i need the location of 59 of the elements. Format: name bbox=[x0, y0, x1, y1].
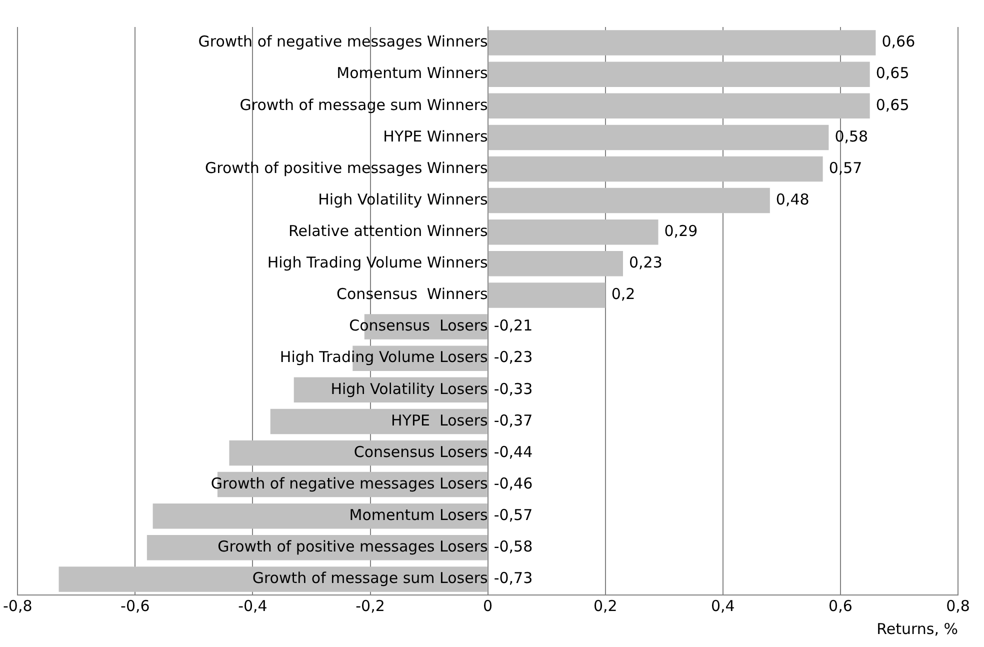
x-tick-label: 0 bbox=[483, 596, 493, 615]
data-label: 0,23 bbox=[628, 254, 662, 272]
data-label: 0,29 bbox=[664, 222, 698, 240]
data-label: 0,57 bbox=[828, 158, 862, 177]
bar bbox=[488, 156, 823, 182]
bar bbox=[229, 440, 488, 466]
bar bbox=[270, 408, 488, 434]
y-tick-label: Consensus Losers bbox=[354, 442, 488, 461]
y-tick-label: Growth of negative messages Winners bbox=[198, 32, 488, 51]
data-label: -0,46 bbox=[494, 474, 533, 492]
y-tick-label: High Volatility Losers bbox=[330, 380, 488, 398]
x-tick-label: 0,8 bbox=[946, 596, 970, 615]
y-tick-label: Relative attention Winners bbox=[288, 222, 488, 240]
y-tick-label: Consensus Losers bbox=[349, 316, 488, 335]
data-label: -0,57 bbox=[494, 506, 533, 524]
y-tick-label: HYPE Losers bbox=[391, 411, 488, 430]
y-tick-label: Consensus Winners bbox=[336, 285, 488, 304]
data-label: 0,66 bbox=[882, 32, 916, 51]
y-tick-label: Growth of positive messages Losers bbox=[218, 538, 488, 556]
data-label: -0,44 bbox=[494, 442, 533, 461]
y-tick-label: Growth of negative messages Losers bbox=[210, 474, 488, 492]
data-label: -0,33 bbox=[494, 380, 533, 398]
y-tick-label: Growth of message sum Winners bbox=[240, 96, 488, 114]
x-tick-label: 0,6 bbox=[828, 596, 852, 615]
y-tick-label: High Volatility Winners bbox=[318, 190, 488, 208]
bar bbox=[152, 503, 488, 529]
x-axis-title: Returns, % bbox=[876, 620, 958, 638]
data-label: 0,48 bbox=[776, 190, 810, 208]
data-label: -0,58 bbox=[494, 538, 533, 556]
data-label: -0,21 bbox=[494, 316, 533, 335]
x-tick-label: -0,2 bbox=[356, 596, 385, 615]
data-label: 0,2 bbox=[611, 285, 636, 304]
y-tick-label: Momentum Winners bbox=[336, 64, 488, 82]
y-tick-label: High Trading Volume Losers bbox=[280, 348, 488, 366]
y-tick-label: HYPE Winners bbox=[383, 127, 488, 146]
x-tick-label: -0,6 bbox=[120, 596, 150, 615]
bar bbox=[488, 188, 770, 214]
y-tick-label: Growth of positive messages Winners bbox=[205, 158, 488, 177]
data-label: -0,73 bbox=[494, 569, 533, 588]
x-tick-label: 0,4 bbox=[710, 596, 735, 615]
x-tick-label: 0,2 bbox=[593, 596, 618, 615]
bar bbox=[488, 124, 829, 150]
bar bbox=[58, 566, 488, 592]
bar bbox=[488, 219, 658, 245]
data-label: 0,65 bbox=[876, 64, 910, 82]
data-label: 0,65 bbox=[876, 96, 910, 114]
data-label: -0,23 bbox=[494, 348, 533, 366]
data-label: -0,37 bbox=[494, 411, 533, 430]
x-tick-label: -0,8 bbox=[2, 596, 32, 615]
bar bbox=[488, 251, 623, 276]
y-tick-label: Growth of message sum Losers bbox=[252, 569, 488, 588]
y-tick-label: Momentum Losers bbox=[349, 506, 488, 524]
bar bbox=[488, 62, 870, 87]
bar bbox=[488, 93, 870, 119]
bar bbox=[488, 30, 876, 56]
x-tick-label: -0,4 bbox=[238, 596, 268, 615]
y-tick-label: High Trading Volume Winners bbox=[267, 254, 488, 272]
data-label: 0,58 bbox=[834, 127, 868, 146]
bar bbox=[488, 282, 606, 308]
